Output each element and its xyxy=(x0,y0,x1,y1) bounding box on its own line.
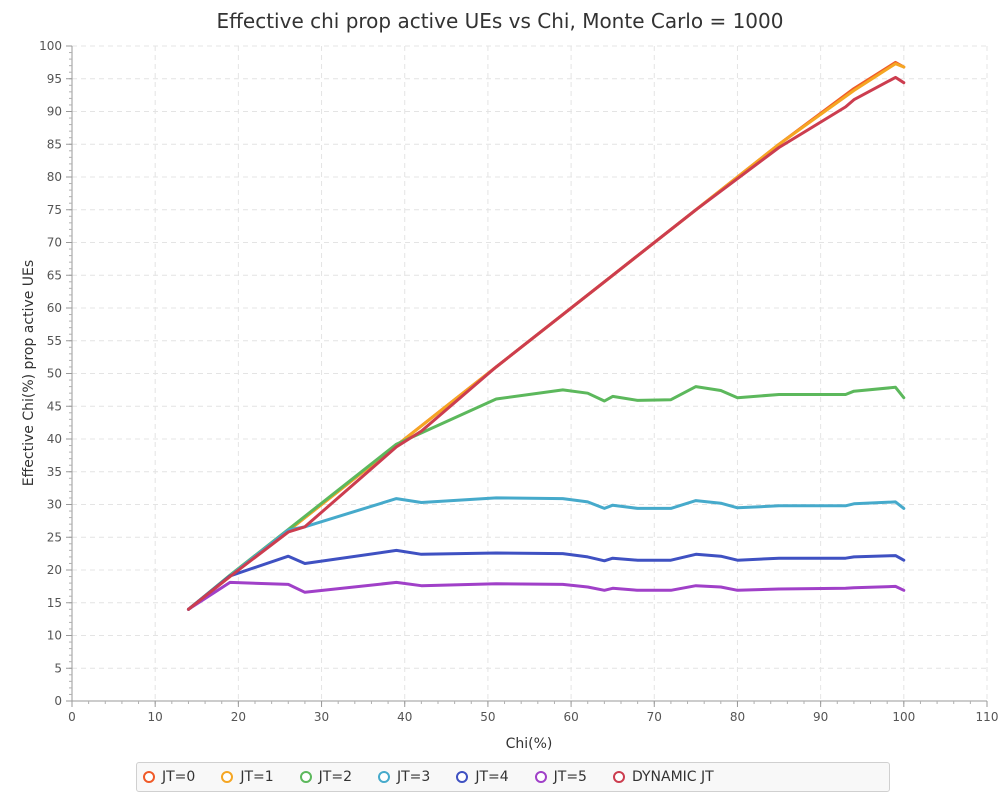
y-tick-label: 5 xyxy=(54,661,62,675)
y-tick-label: 90 xyxy=(47,105,62,119)
y-tick-label: 20 xyxy=(47,563,62,577)
y-tick-label: 45 xyxy=(47,399,62,413)
y-tick-label: 85 xyxy=(47,137,62,151)
series-line-jt-4 xyxy=(187,548,906,611)
legend-item-jt-2[interactable]: JT=2 xyxy=(299,769,352,785)
x-tick-label: 60 xyxy=(563,710,578,724)
y-tick-label: 25 xyxy=(47,530,62,544)
legend-item-jt-5[interactable]: JT=5 xyxy=(534,769,587,785)
x-tick-label: 50 xyxy=(480,710,495,724)
legend-item-jt-3[interactable]: JT=3 xyxy=(377,769,431,785)
legend-label: JT=1 xyxy=(240,769,274,785)
x-tick-label: 10 xyxy=(148,710,163,724)
series-line-dynamic-jt xyxy=(187,75,906,611)
legend: JT=0 JT=1 JT=2 JT=3 JT=4 JT=5 DYNAMIC JT xyxy=(136,762,890,792)
x-tick-label: 80 xyxy=(730,710,745,724)
series-line-jt-3 xyxy=(187,496,906,611)
y-tick-label: 40 xyxy=(47,432,62,446)
series-line-jt-5 xyxy=(187,580,906,611)
y-tick-label: 75 xyxy=(47,203,62,217)
legend-item-jt-4[interactable]: JT=4 xyxy=(456,769,509,785)
x-tick-label: 90 xyxy=(813,710,828,724)
x-tick-label: 100 xyxy=(892,710,915,724)
x-tick-label: 40 xyxy=(397,710,412,724)
chart-canvas: Effective chi prop active UEs vs Chi, Mo… xyxy=(21,9,998,752)
y-axis-label: Effective Chi(%) prop active UEs xyxy=(21,260,37,486)
series-line-jt-2 xyxy=(187,385,906,611)
y-tick-label: 80 xyxy=(47,170,62,184)
legend-marker-icon xyxy=(534,771,547,783)
y-tick-label: 95 xyxy=(47,72,62,86)
legend-label: JT=3 xyxy=(396,769,431,785)
y-tick-label: 50 xyxy=(47,367,62,381)
y-tick-label: 15 xyxy=(47,596,62,610)
y-tick-label: 35 xyxy=(47,465,62,479)
y-tick-label: 0 xyxy=(54,694,62,708)
y-tick-label: 30 xyxy=(47,498,62,512)
x-tick-label: 70 xyxy=(647,710,662,724)
y-tick-label: 55 xyxy=(47,334,62,348)
legend-label: JT=0 xyxy=(162,769,196,785)
legend-label: DYNAMIC JT xyxy=(631,769,714,785)
legend-marker-icon xyxy=(377,771,390,783)
y-tick-label: 60 xyxy=(47,301,62,315)
y-tick-label: 10 xyxy=(47,629,62,643)
legend-marker-icon xyxy=(143,771,155,783)
x-tick-label: 110 xyxy=(976,710,999,724)
y-tick-label: 100 xyxy=(39,39,62,53)
legend-marker-icon xyxy=(221,771,234,783)
x-tick-label: 20 xyxy=(231,710,246,724)
x-tick-label: 0 xyxy=(68,710,76,724)
chart-title: Effective chi prop active UEs vs Chi, Mo… xyxy=(217,9,784,33)
legend-marker-icon xyxy=(299,771,312,783)
series-layer xyxy=(187,60,906,611)
y-tick-label: 65 xyxy=(47,268,62,282)
legend-item-dynamic-jt[interactable]: DYNAMIC JT xyxy=(612,769,714,785)
legend-label: JT=4 xyxy=(475,769,509,785)
legend-item-jt-1[interactable]: JT=1 xyxy=(221,769,274,785)
legend-marker-icon xyxy=(456,771,469,783)
x-axis-label: Chi(%) xyxy=(506,736,553,752)
axes: 0 10 20 30 40 50 60 70 80 90 100 110 0 5 10 15 20 25 30 35 4… xyxy=(39,39,998,724)
legend-label: JT=5 xyxy=(553,769,587,785)
legend-item-jt-0[interactable]: JT=0 xyxy=(143,769,195,785)
grid xyxy=(72,45,988,701)
y-tick-label: 70 xyxy=(47,236,62,250)
legend-marker-icon xyxy=(612,771,625,783)
legend-label: JT=2 xyxy=(318,769,352,785)
x-tick-label: 30 xyxy=(314,710,329,724)
